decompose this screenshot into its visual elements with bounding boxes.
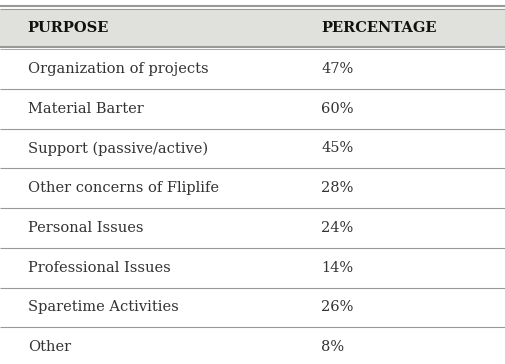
Text: 47%: 47% bbox=[321, 62, 353, 76]
Text: 28%: 28% bbox=[321, 181, 353, 195]
Text: Sparetime Activities: Sparetime Activities bbox=[28, 300, 178, 314]
Bar bbox=[0, 89, 505, 128]
Text: 14%: 14% bbox=[321, 261, 352, 274]
Bar bbox=[0, 168, 505, 208]
Bar bbox=[0, 128, 505, 168]
Text: Other concerns of Fliplife: Other concerns of Fliplife bbox=[28, 181, 218, 195]
Text: PERCENTAGE: PERCENTAGE bbox=[321, 21, 436, 35]
Text: 60%: 60% bbox=[321, 102, 353, 116]
Text: Other: Other bbox=[28, 340, 71, 354]
Bar bbox=[0, 9, 505, 47]
Text: 26%: 26% bbox=[321, 300, 353, 314]
Text: Support (passive/active): Support (passive/active) bbox=[28, 141, 208, 155]
Bar bbox=[0, 248, 505, 288]
Text: 45%: 45% bbox=[321, 141, 353, 155]
Text: PURPOSE: PURPOSE bbox=[28, 21, 109, 35]
Text: Material Barter: Material Barter bbox=[28, 102, 143, 116]
Text: 8%: 8% bbox=[321, 340, 344, 354]
Text: Personal Issues: Personal Issues bbox=[28, 221, 143, 235]
Text: Organization of projects: Organization of projects bbox=[28, 62, 208, 76]
Bar bbox=[0, 208, 505, 248]
Text: 24%: 24% bbox=[321, 221, 353, 235]
Text: Professional Issues: Professional Issues bbox=[28, 261, 170, 274]
Bar bbox=[0, 327, 505, 364]
Bar bbox=[0, 49, 505, 89]
Bar bbox=[0, 288, 505, 327]
